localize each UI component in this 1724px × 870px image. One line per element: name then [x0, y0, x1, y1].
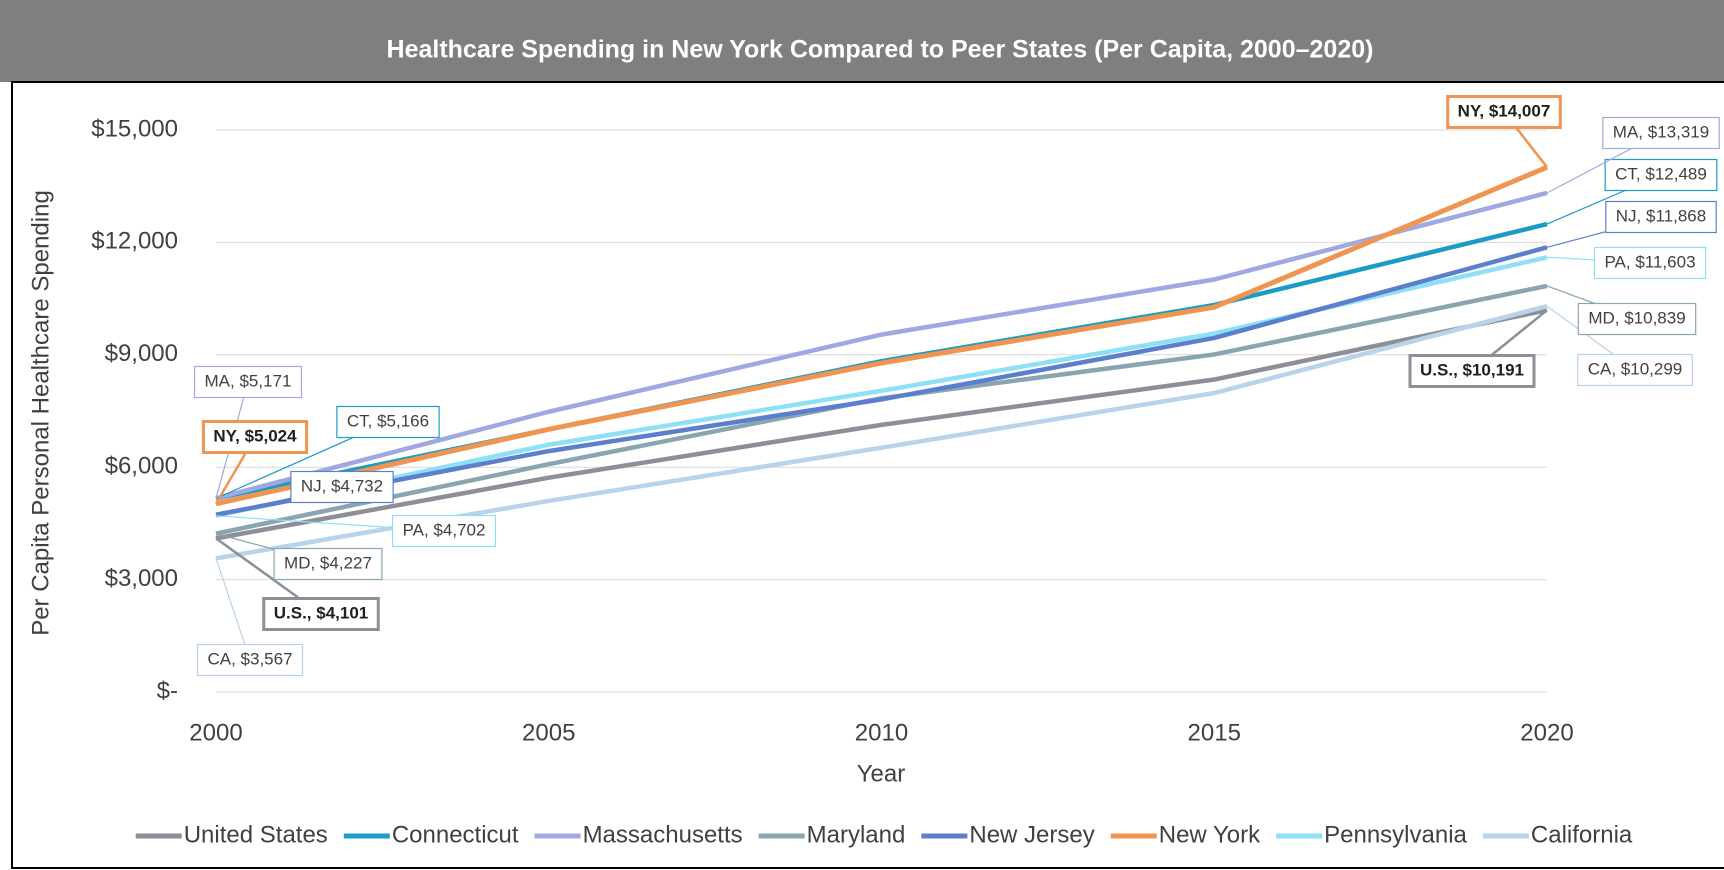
y-tick-label: $15,000: [91, 115, 178, 142]
label-box: [391, 514, 497, 548]
label-box: [1604, 158, 1718, 192]
data-label: NJ, $11,868: [1546, 200, 1717, 248]
data-label: CT, $5,166: [215, 405, 440, 499]
x-tick-label: 2010: [855, 719, 908, 746]
legend-label: New York: [1159, 821, 1261, 848]
legend-label: Massachusetts: [583, 821, 743, 848]
y-axis-label: Per Capita Personal Healthcare Spending: [27, 190, 54, 636]
value-label: MA, $13,319: [1613, 122, 1709, 141]
data-label: CT, $12,489: [1546, 158, 1718, 225]
x-tick-label: 2020: [1520, 719, 1573, 746]
legend-label: California: [1531, 821, 1633, 848]
data-label: MD, $4,227: [215, 533, 383, 581]
value-label: CA, $3,567: [207, 649, 292, 668]
label-box: [1446, 95, 1562, 129]
value-label: CT, $5,166: [347, 411, 429, 430]
data-label: PA, $11,603: [1546, 246, 1707, 280]
label-box: [193, 365, 303, 399]
y-tick-label: $12,000: [91, 228, 178, 255]
label-box: [1408, 354, 1536, 388]
y-tick-label: $6,000: [105, 453, 178, 480]
series-line: [215, 164, 1548, 507]
chart-title: Healthcare Spending in New York Compared…: [387, 36, 1374, 64]
value-label: NJ, $4,732: [301, 476, 383, 495]
x-tick-label: 2005: [522, 719, 575, 746]
data-label: MA, $5,171: [193, 365, 303, 499]
value-label: NY, $5,024: [213, 426, 297, 445]
value-label: NJ, $11,868: [1616, 206, 1706, 225]
value-label: PA, $4,702: [403, 520, 486, 539]
legend-label: United States: [184, 821, 328, 848]
data-label: MD, $10,839: [1546, 285, 1697, 336]
legend: United States Connecticut Massachusetts Mar…: [135, 821, 1633, 848]
series-line: [215, 245, 1548, 517]
label-box: [262, 597, 380, 631]
title-bar: [0, 0, 1724, 82]
data-label: NY, $14,007: [1446, 95, 1562, 168]
x-axis-label: Year: [857, 760, 906, 787]
data-label: CA, $3,567: [196, 558, 304, 677]
label-box: [196, 643, 304, 677]
value-label: MA, $5,171: [205, 371, 292, 390]
x-tick-label: 2015: [1188, 719, 1241, 746]
y-tick-label: $-: [157, 677, 178, 704]
value-label: CT, $12,489: [1615, 164, 1707, 183]
label-box: [336, 405, 440, 439]
data-label: U.S., $10,191: [1408, 309, 1548, 388]
leader-line: [215, 558, 251, 661]
data-label: PA, $4,702: [215, 514, 497, 548]
value-label: CA, $10,299: [1588, 359, 1683, 378]
legend-label: Connecticut: [392, 821, 519, 848]
label-box: [290, 470, 394, 504]
label-box: [1577, 353, 1693, 387]
value-label: U.S., $10,191: [1420, 360, 1524, 379]
data-label: CA, $10,299: [1546, 305, 1693, 387]
label-box: [1593, 246, 1707, 280]
label-box: [273, 547, 383, 581]
legend-label: Maryland: [807, 821, 906, 848]
x-tick-label: 2000: [189, 719, 242, 746]
label-box: [1602, 116, 1720, 150]
value-label: MD, $4,227: [284, 553, 372, 572]
value-label: MD, $10,839: [1588, 308, 1685, 327]
value-label: NY, $14,007: [1458, 101, 1551, 120]
legend-label: Pennsylvania: [1324, 821, 1467, 848]
data-label: U.S., $4,101: [215, 537, 380, 631]
data-label: MA, $13,319: [1546, 116, 1720, 194]
series-line: [215, 190, 1548, 501]
y-tick-label: $9,000: [105, 340, 178, 367]
value-label: PA, $11,603: [1604, 252, 1695, 271]
plot-frame: [11, 81, 1724, 869]
series-line: [215, 307, 1548, 541]
legend-label: New Jersey: [969, 821, 1094, 848]
data-label: NY, $5,024: [201, 420, 309, 505]
label-box: [201, 420, 309, 454]
y-tick-label: $3,000: [105, 565, 178, 592]
label-box: [1577, 302, 1697, 336]
data-label: NJ, $4,732: [215, 470, 394, 516]
value-label: U.S., $4,101: [274, 603, 369, 622]
label-box: [1605, 200, 1717, 234]
